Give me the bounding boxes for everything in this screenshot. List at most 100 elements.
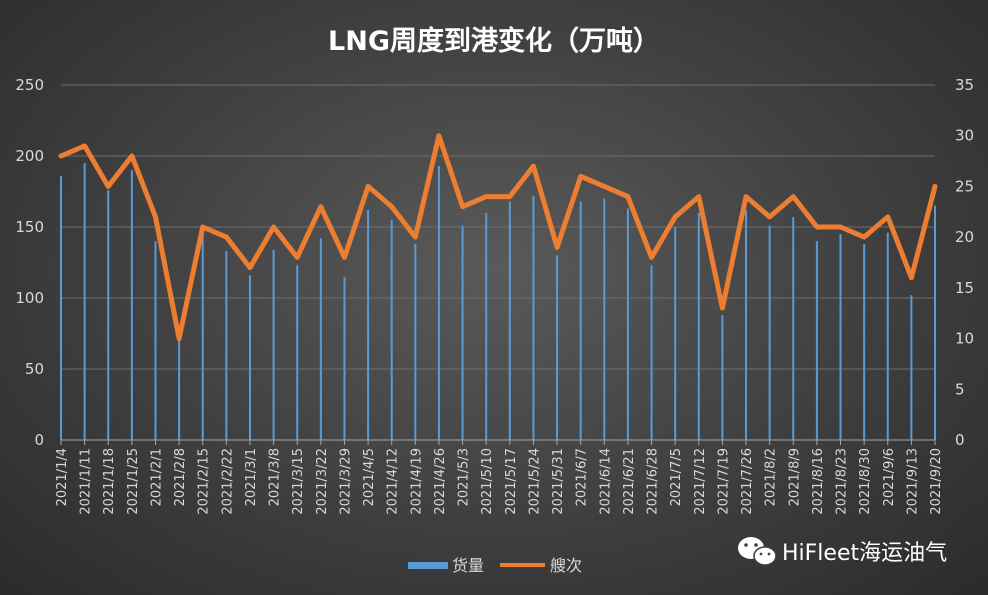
bar bbox=[626, 208, 629, 440]
bar bbox=[697, 212, 700, 440]
bar bbox=[721, 315, 724, 440]
bar bbox=[603, 198, 606, 440]
bar bbox=[107, 190, 110, 440]
x-tick-label: 2021/3/29 bbox=[338, 448, 353, 515]
watermark-text: HiFleet海运油气 bbox=[782, 541, 947, 566]
bar bbox=[60, 175, 62, 440]
x-tick-label: 2021/2/22 bbox=[220, 448, 235, 515]
watermark: HiFleet海运油气 bbox=[738, 537, 947, 566]
bar bbox=[532, 195, 535, 440]
x-tick-label: 2021/8/2 bbox=[764, 448, 779, 506]
x-tick-label: 2021/2/1 bbox=[149, 448, 164, 506]
wechat-icon bbox=[738, 537, 777, 566]
bar bbox=[225, 251, 228, 440]
bar bbox=[83, 163, 86, 440]
bar bbox=[437, 165, 440, 440]
x-tick-label: 2021/5/24 bbox=[527, 448, 542, 515]
x-tick-label: 2021/2/15 bbox=[197, 448, 212, 515]
bar bbox=[792, 217, 795, 440]
left-tick-label: 0 bbox=[34, 431, 44, 449]
bar bbox=[839, 234, 842, 440]
x-tick-label: 2021/4/19 bbox=[409, 448, 424, 515]
x-tick-label: 2021/6/7 bbox=[575, 448, 590, 506]
x-tick-label: 2021/6/28 bbox=[646, 448, 661, 515]
left-tick-label: 50 bbox=[25, 360, 44, 378]
x-tick-label: 2021/3/1 bbox=[244, 448, 259, 506]
bar bbox=[768, 225, 771, 440]
legend-swatch-bar bbox=[408, 562, 448, 569]
x-axis-ticks: 2021/1/4 2021/1/11 2021/1/18 2021/1/25 2021/… bbox=[55, 448, 944, 515]
bar bbox=[815, 241, 818, 440]
x-tick-label: 2021/3/15 bbox=[291, 448, 306, 515]
x-tick-label: 2021/4/26 bbox=[433, 448, 448, 515]
bar bbox=[343, 276, 346, 440]
right-tick-label: 0 bbox=[955, 431, 965, 449]
x-tick-label: 2021/7/12 bbox=[693, 448, 708, 515]
x-tick-label: 2021/1/4 bbox=[55, 448, 70, 506]
right-tick-label: 30 bbox=[955, 127, 974, 145]
legend-label-bar: 货量 bbox=[452, 556, 484, 575]
right-tick-label: 25 bbox=[955, 177, 974, 195]
x-tick-label: 2021/8/9 bbox=[787, 448, 802, 506]
x-tick-label: 2021/5/3 bbox=[457, 448, 472, 506]
right-axis-ticks: 0 5 10 15 20 25 30 35 bbox=[955, 76, 974, 449]
bar bbox=[248, 275, 251, 440]
x-tick-label: 2021/3/8 bbox=[268, 448, 283, 506]
left-tick-label: 200 bbox=[15, 147, 44, 165]
bar bbox=[461, 225, 464, 440]
x-tick-label: 2021/9/13 bbox=[905, 448, 920, 515]
x-tick-label: 2021/1/25 bbox=[126, 448, 141, 515]
x-tick-label: 2021/4/5 bbox=[362, 448, 377, 506]
x-tick-label: 2021/7/19 bbox=[716, 448, 731, 515]
chart-title: LNG周度到港变化（万吨） bbox=[328, 25, 660, 57]
x-tick-label: 2021/7/5 bbox=[669, 448, 684, 506]
x-tick-label: 2021/2/8 bbox=[173, 448, 188, 506]
bar bbox=[745, 209, 748, 440]
x-tick-label: 2021/8/16 bbox=[811, 448, 826, 515]
right-tick-label: 20 bbox=[955, 228, 974, 246]
x-tick-label: 2021/6/14 bbox=[598, 448, 613, 515]
bar bbox=[886, 232, 889, 440]
x-tick-label: 2021/1/18 bbox=[102, 448, 117, 515]
x-tick-label: 2021/3/22 bbox=[315, 448, 330, 515]
bar-series bbox=[60, 163, 936, 440]
bar bbox=[674, 227, 677, 440]
x-tick-label: 2021/5/17 bbox=[504, 448, 519, 515]
series-line bbox=[58, 133, 938, 342]
left-tick-label: 150 bbox=[15, 218, 44, 236]
x-tick-label: 2021/6/21 bbox=[622, 448, 637, 515]
bar bbox=[390, 219, 393, 440]
bar bbox=[130, 170, 133, 440]
left-tick-label: 100 bbox=[15, 289, 44, 307]
bar bbox=[910, 295, 913, 440]
bar bbox=[319, 238, 322, 440]
x-tick-label: 2021/5/31 bbox=[551, 448, 566, 515]
x-tick-label: 2021/1/11 bbox=[79, 448, 94, 515]
bar bbox=[201, 234, 204, 440]
legend-label-line: 艘次 bbox=[550, 556, 582, 575]
legend: 货量 艘次 bbox=[408, 556, 582, 575]
line-series bbox=[58, 133, 938, 342]
right-tick-label: 15 bbox=[955, 279, 974, 297]
x-tick-label: 2021/9/6 bbox=[882, 448, 897, 506]
right-tick-label: 35 bbox=[955, 76, 974, 94]
bar bbox=[508, 201, 511, 440]
bar bbox=[934, 205, 936, 440]
bar bbox=[178, 333, 181, 440]
bar bbox=[650, 265, 653, 440]
axes bbox=[60, 439, 936, 445]
bar bbox=[272, 249, 275, 440]
right-tick-label: 5 bbox=[955, 380, 965, 398]
bar bbox=[296, 265, 299, 440]
bar bbox=[863, 244, 866, 440]
x-tick-label: 2021/5/10 bbox=[480, 448, 495, 515]
bar bbox=[485, 212, 488, 440]
left-axis-ticks: 0 50 100 150 200 250 bbox=[15, 76, 44, 449]
x-tick-label: 2021/8/30 bbox=[858, 448, 873, 515]
bar bbox=[367, 209, 370, 440]
x-tick-label: 2021/8/23 bbox=[835, 448, 850, 515]
bar bbox=[414, 244, 417, 440]
x-tick-label: 2021/9/20 bbox=[929, 448, 944, 515]
x-tick-label: 2021/7/26 bbox=[740, 448, 755, 515]
